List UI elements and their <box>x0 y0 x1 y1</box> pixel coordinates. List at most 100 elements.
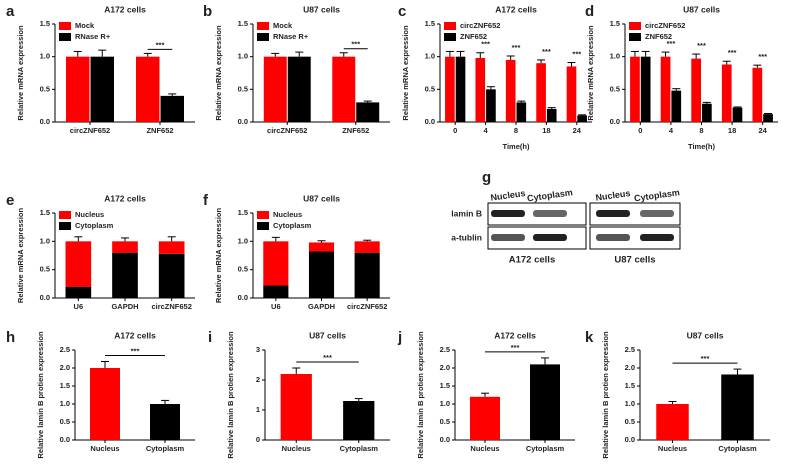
legend-swatch <box>59 22 71 30</box>
y-tick-label: 2.0 <box>625 363 635 372</box>
bar <box>763 114 773 122</box>
bar <box>577 115 587 122</box>
chart-title: U87 cells <box>687 330 724 340</box>
bar <box>287 56 311 122</box>
significance-label: *** <box>512 43 521 52</box>
error-bar <box>98 49 107 57</box>
legend-swatch <box>444 33 456 41</box>
y-tick-label: 1.5 <box>40 19 50 28</box>
panel-letter: a <box>6 3 15 20</box>
error-bar <box>121 237 129 242</box>
x-tick-label: 4 <box>484 126 489 135</box>
legend-label: RNase R+ <box>273 32 309 41</box>
error-bar <box>537 59 546 64</box>
bar <box>630 56 640 122</box>
y-tick-label: 0 <box>256 435 260 444</box>
chart-title: A172 cells <box>104 4 146 14</box>
x-tick-label: 8 <box>699 126 703 135</box>
y-tick-label: 1.0 <box>40 52 50 61</box>
blot-band <box>533 234 567 241</box>
chart-title: A172 cells <box>494 330 536 340</box>
x-tick-label: Nucleus <box>470 444 499 453</box>
bar <box>90 56 114 122</box>
bar <box>640 56 651 122</box>
x-tick-label: GAPDH <box>111 302 138 311</box>
error-bar <box>517 100 526 103</box>
lane-label: Nucleus <box>490 188 526 203</box>
error-bar <box>692 53 701 59</box>
legend-label: circZNF652 <box>460 21 500 30</box>
y-axis-label: Relative mRNA expression <box>586 25 595 121</box>
bar <box>660 56 671 122</box>
panel-letter: b <box>203 3 212 20</box>
significance-label: *** <box>572 50 581 59</box>
x-tick-label: Cytoplasm <box>718 444 757 453</box>
x-tick-label: Cytoplasm <box>526 444 565 453</box>
y-tick-label: 2.5 <box>60 345 70 354</box>
x-tick-label: Nucleus <box>658 444 687 453</box>
y-tick-label: 1.5 <box>238 208 248 217</box>
y-tick-label: 2.0 <box>440 363 450 372</box>
significance-label: *** <box>323 353 332 362</box>
error-bar <box>702 101 711 104</box>
bar <box>136 56 160 122</box>
bar-segment <box>263 241 289 286</box>
bar <box>343 401 375 440</box>
significance-label: *** <box>481 40 490 49</box>
group-label: A172 cells <box>509 255 555 266</box>
y-tick-label: 0.5 <box>60 417 70 426</box>
bar-segment <box>158 253 185 298</box>
y-axis-label: Relative lamin B protien expression <box>601 331 610 459</box>
significance-label: *** <box>156 40 165 49</box>
y-tick-label: 2.0 <box>60 363 70 372</box>
legend-label: Mock <box>75 21 95 30</box>
y-tick-label: 1.5 <box>440 381 450 390</box>
y-tick-label: 1.0 <box>625 399 635 408</box>
y-tick-label: 2.5 <box>625 345 635 354</box>
x-tick-label: ZNF652 <box>342 126 369 135</box>
x-tick-label: 8 <box>514 126 518 135</box>
panel-letter: f <box>203 192 209 209</box>
bar-segment <box>354 252 380 298</box>
y-tick-label: 0.5 <box>40 265 50 274</box>
bar-segment <box>354 241 380 253</box>
y-axis-label: Relative mRNA expression <box>16 208 25 304</box>
y-tick-label: 1.5 <box>60 381 70 390</box>
bar <box>516 102 527 122</box>
y-tick-label: 1.0 <box>40 236 50 245</box>
panel-letter: j <box>397 329 402 346</box>
error-bar <box>476 52 485 58</box>
x-tick-label: U6 <box>74 302 84 311</box>
bar-segment <box>263 285 289 298</box>
error-bar <box>733 368 742 375</box>
significance-label: *** <box>758 52 767 61</box>
error-bar <box>481 392 489 397</box>
error-bar <box>73 50 82 57</box>
chart-title: U87 cells <box>303 193 340 203</box>
error-bar <box>101 361 109 368</box>
blot-band <box>640 234 674 241</box>
bar-segment <box>308 251 335 298</box>
significance-label: *** <box>701 354 710 363</box>
panel-letter: c <box>398 3 406 20</box>
y-tick-label: 1.0 <box>60 399 70 408</box>
error-bar <box>167 236 176 242</box>
x-tick-label: circZNF652 <box>70 126 110 135</box>
y-tick-label: 0.0 <box>40 293 50 302</box>
error-bar <box>445 50 454 57</box>
error-bar <box>339 52 348 57</box>
bar-segment <box>112 241 138 253</box>
legend-swatch <box>59 211 71 219</box>
row-label: lamin B <box>451 208 482 218</box>
legend-swatch <box>257 22 269 30</box>
bar <box>752 67 763 122</box>
blot-band <box>640 210 674 217</box>
lane-label: Cytoplasm <box>526 187 573 203</box>
panel-letter: i <box>208 329 212 346</box>
x-axis-label: Time(h) <box>503 142 530 151</box>
y-tick-label: 1.5 <box>625 381 635 390</box>
y-tick-label: 0.0 <box>625 435 635 444</box>
legend-label: circZNF652 <box>645 21 685 30</box>
blot-band <box>491 210 525 217</box>
significance-label: *** <box>511 343 520 352</box>
